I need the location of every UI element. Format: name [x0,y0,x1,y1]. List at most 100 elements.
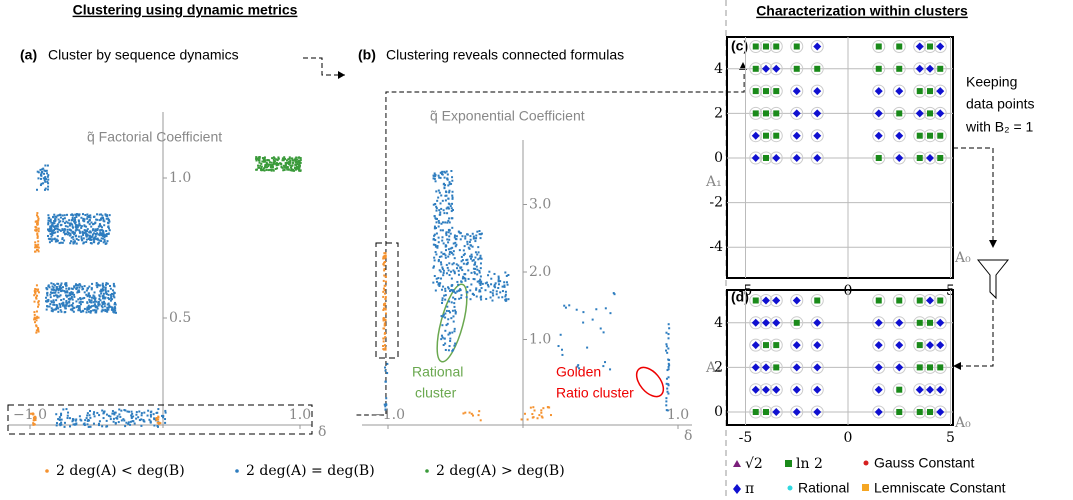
scatter-dot [51,223,54,226]
scatter-dot [105,214,108,217]
scatter-dot [292,161,295,164]
scatter-dot [277,157,280,160]
scatter-dot [36,223,39,226]
arrow [356,72,745,416]
marker [751,363,760,372]
scatter-dot [447,269,450,272]
marker-ring [913,129,927,143]
marker-ring [913,338,927,352]
marker [926,296,934,305]
legend-swatch [787,485,793,491]
scatter-dot [455,263,458,266]
scatter-dot [63,421,66,424]
scatter-dot [450,288,453,291]
scatter-dot [267,165,270,168]
scatter-dot [48,241,51,244]
scatter-dot [469,235,472,238]
scatter-dot [503,285,506,288]
scatter-dot [452,253,455,256]
scatter-dot [439,270,442,273]
scatter-dot [432,243,435,246]
scatter-dot [65,232,68,235]
scatter-dot [90,296,93,299]
scatter-dot [103,240,106,243]
scatter-dot [293,158,296,161]
marker [916,342,923,349]
scatter-dot [259,164,262,167]
scatter-dot [71,218,74,221]
scatter-dot [49,225,52,228]
scatter-dot [84,419,87,422]
scatter-dot [98,303,101,306]
scatter-dot [466,258,469,261]
scatter-dot [450,210,453,213]
scatter-dot [44,176,47,179]
scatter-dot [449,311,452,314]
scatter-dot [435,205,438,208]
scatter-dot [561,353,564,356]
scatter-dot [77,219,80,222]
scatter-dot [455,243,458,246]
scatter-dot [53,222,56,225]
scatter-dot [667,376,670,379]
scatter-dot [78,286,81,289]
panel-label: (c) [731,38,748,54]
scatter-dot [444,254,447,257]
scatter-dot [494,286,497,289]
scatter-dot [457,273,460,276]
scatter-dot [65,303,68,306]
scatter-dot [99,229,102,232]
scatter-dot [79,418,82,421]
scatter-dot [480,280,483,283]
scatter-dot [105,234,108,237]
scatter-dot [73,306,76,309]
scatter-dot [70,229,73,232]
scatter-dot [47,223,50,226]
scatter-dot [75,237,78,240]
scatter-dot [109,293,112,296]
scatter-dot [73,293,76,296]
scatter-dot [32,419,35,422]
axis-label: A₀ [954,415,971,431]
scatter-dot [472,259,475,262]
scatter-dot [54,228,57,231]
scatter-dot [479,283,482,286]
marker [763,43,769,50]
marker [936,42,945,51]
legend-label: Gauss Constant [874,455,974,471]
scatter-dot [69,292,72,295]
scatter-dot [436,246,439,249]
scatter-dot [668,359,671,362]
marker-ring [872,294,886,307]
scatter-dot [96,227,99,230]
scatter-dot [78,290,81,293]
scatter-dot [257,166,260,169]
scatter-dot [477,258,480,261]
scatter-dot [49,303,52,306]
scatter-dot [79,224,82,227]
scatter-dot [58,295,61,298]
scatter-dot [82,237,85,240]
marker [792,109,801,118]
scatter-dot [62,302,65,305]
scatter-dot [78,309,81,312]
scatter-dot [70,304,73,307]
scatter-dot [90,287,93,290]
scatter-dot [104,283,107,286]
scatter-dot [474,261,477,264]
scatter-dot [85,293,88,296]
scatter-dot [74,221,77,224]
scatter-dot [434,289,437,292]
marker [772,408,781,416]
scatter-dot [468,247,471,250]
scatter-dot [461,259,464,262]
scatter-dot [444,256,447,259]
scatter-dot [504,293,507,296]
marker-ring [892,383,906,397]
scatter-dot [54,240,57,243]
scatter-dot [52,291,55,294]
marker-ring [933,40,947,53]
marker-ring [790,106,804,120]
scatter-dot [85,311,88,314]
scatter-dot [441,299,444,302]
